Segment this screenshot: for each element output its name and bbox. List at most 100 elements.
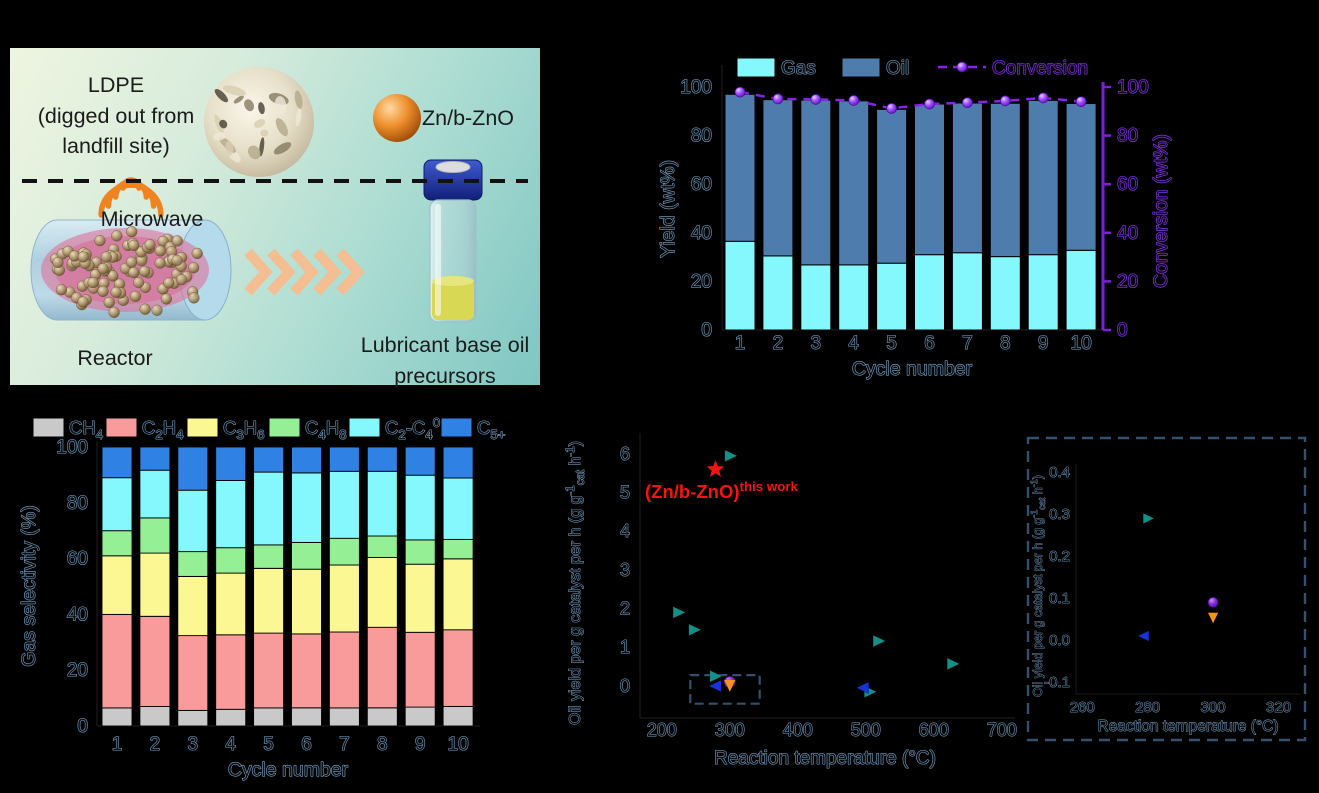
legend-swatch-oil: [841, 57, 881, 78]
ytick-right-label: 100: [1117, 77, 1149, 98]
selectivity-bar-segment: [442, 446, 474, 479]
literature-teal-marker: [1142, 512, 1155, 524]
selectivity-bar-segment: [177, 446, 209, 491]
selectivity-bar-segment: [442, 477, 474, 540]
ytick-label: 60: [67, 549, 88, 570]
this-work-marker: [705, 459, 726, 478]
selectivity-bar-segment: [139, 615, 171, 707]
this-work-annotation: (Zn/b-ZnO)this work: [645, 479, 798, 502]
xtick-label: 9: [415, 734, 426, 755]
xtick-label: 7: [339, 734, 350, 755]
y-axis-title: Oil yield per g catalyst per h (g g-1cat…: [1029, 475, 1047, 697]
gas-bar-segment: [800, 264, 832, 331]
ytick-label: 0.0: [1049, 632, 1070, 649]
selectivity-bar-segment: [442, 629, 474, 707]
legend-swatch: [268, 417, 301, 438]
selectivity-bar-segment: [101, 613, 133, 709]
x-axis-title: Cycle number: [228, 759, 349, 781]
oil-yield-comparison-chart: 200 300 400 500 600 700 0 1 2 3 4 5 6 Reaction temper…: [564, 433, 1017, 770]
ytick-label: 100: [680, 77, 712, 98]
legend-label-gas: Gas: [781, 58, 816, 79]
ytick-label: 100: [56, 437, 88, 458]
selectivity-bar-segment: [442, 558, 474, 631]
ytick-label: 3: [620, 560, 630, 580]
selectivity-bar-segment: [253, 707, 285, 727]
selectivity-bar-segment: [442, 706, 474, 727]
ytick-label: 4: [620, 521, 630, 541]
ldpe-label-line1: LDPE: [87, 73, 145, 97]
conversion-marker: [999, 95, 1011, 107]
literature-teal-marker: [872, 634, 886, 648]
selectivity-bar-segment: [291, 568, 322, 635]
literature-blue-marker: [1137, 630, 1150, 642]
selectivity-bar-segment: [101, 477, 133, 532]
gas-selectivity-chart: CH4 C2H4 C3H6 C4H8 C2-C40 C5+ 0 20 40 60 80 100 1 2 3 4…: [20, 414, 506, 781]
legend-swatch: [440, 417, 473, 438]
selectivity-bar-segment: [291, 472, 322, 543]
selectivity-bar-segment: [328, 564, 360, 633]
ytick-label: 20: [691, 271, 712, 292]
literature-orange-marker: [1207, 612, 1219, 624]
oil-bar-segment: [762, 99, 794, 257]
inset-border: [1026, 436, 1307, 742]
conversion-marker: [810, 94, 822, 105]
ytick-label: 0.3: [1049, 506, 1070, 523]
reactor-illustration: [28, 218, 232, 322]
arrow-chevrons: [244, 248, 365, 296]
ytick-label: 0.1: [1049, 590, 1070, 607]
selectivity-bar-segment: [215, 480, 247, 549]
conversion-marker: [734, 86, 746, 98]
legend-label: C4H8: [305, 417, 347, 442]
product-label-line2: precursors: [394, 363, 496, 388]
legend-label: C2H4: [142, 417, 184, 442]
ytick-right-label: 40: [1117, 223, 1138, 244]
selectivity-bar-segment: [215, 572, 247, 636]
gas-bar-segment: [724, 240, 756, 331]
reactor-label: Reactor: [77, 346, 153, 370]
selectivity-bar-segment: [442, 538, 474, 560]
gas-bar-segment: [1065, 249, 1097, 331]
oil-bar-segment: [1065, 103, 1097, 251]
xtick-label: 4: [225, 734, 236, 755]
legend-label: C2-C40: [385, 415, 440, 442]
gas-bar-segment: [876, 262, 908, 331]
selectivity-bar-segment: [328, 537, 360, 566]
conversion-marker: [848, 95, 860, 106]
oil-yield-inset-chart: 260 280 300 320 0.4 0.3 0.2 0.1 0.0 -0.1 Reaction …: [1026, 436, 1307, 742]
selectivity-bar-segment: [177, 635, 209, 711]
literature-teal-marker: [709, 670, 723, 683]
selectivity-bar-segment: [328, 631, 360, 709]
product-label: Lubricant base oil precursors: [350, 330, 540, 391]
catalyst-sphere: [373, 94, 421, 142]
gas-bar-segment: [951, 252, 983, 331]
legend-label-conversion: Conversion: [992, 58, 1088, 79]
selectivity-bar-segment: [253, 544, 285, 569]
y-axis-title: Yield (wt%): [657, 160, 679, 258]
legend-label-oil: Oil: [886, 58, 909, 79]
ytick-label: 80: [67, 493, 88, 514]
legend-label: C3H6: [223, 417, 265, 442]
ytick-label: 6: [620, 444, 630, 464]
ldpe-photo: [204, 67, 314, 177]
selectivity-bar-segment: [101, 446, 133, 479]
catalyst-label: Zn/b-ZnO: [422, 106, 514, 130]
selectivity-bar-segment: [328, 446, 360, 472]
xtick-label: 500: [851, 720, 881, 740]
xtick-label: 8: [377, 734, 388, 755]
selectivity-bar-segment: [177, 489, 209, 553]
ytick-right-label: 60: [1117, 174, 1138, 195]
ytick-label: 40: [691, 223, 712, 244]
xtick-label: 6: [924, 333, 935, 354]
oil-bar-segment: [989, 102, 1021, 258]
y2-axis-title: Conversion (wt%): [1150, 134, 1172, 288]
x-axis-title: Reaction temperature (°C): [714, 748, 936, 769]
xtick-label: 280: [1135, 699, 1160, 716]
selectivity-bar-segment: [328, 470, 360, 539]
selectivity-bar-segment: [253, 567, 285, 634]
ytick-right-label: 80: [1117, 126, 1138, 147]
process-schematic-panel: LDPE (digged out from landfill site) Zn/…: [10, 48, 540, 388]
xtick-label: 10: [1071, 333, 1092, 354]
selectivity-bar-segment: [366, 535, 398, 558]
xtick-label: 400: [783, 720, 813, 740]
